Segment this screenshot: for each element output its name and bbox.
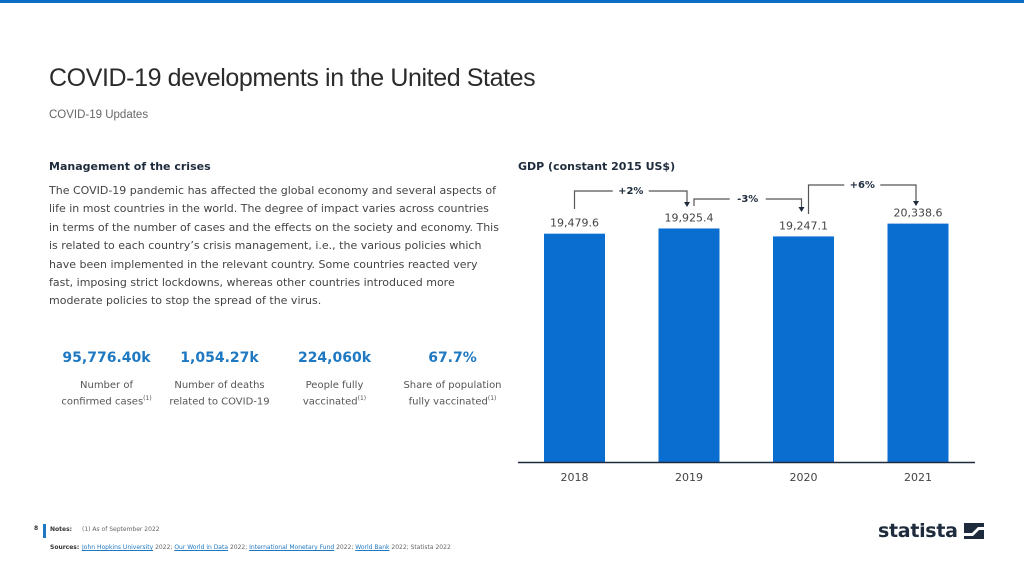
change-label-2019-2020: -3%: [737, 194, 758, 205]
arrow-down-icon: [684, 202, 690, 207]
footnote-marker: (1): [143, 395, 152, 402]
statista-logo: statista: [878, 520, 984, 542]
source-text: 2022; Statista 2022: [389, 544, 451, 551]
change-label-2018-2019: +2%: [618, 186, 643, 197]
kpi-label-line1: People fully: [305, 380, 364, 391]
kpi-share-vaccinated: 67.7% Share of population fully vaccinate…: [395, 350, 510, 408]
kpi-label-line1: Number of: [80, 380, 133, 391]
bar-2020: [773, 236, 834, 462]
kpi-label: Number of deaths related to COVID-19: [162, 379, 277, 408]
x-tick-2018: 2018: [561, 471, 589, 484]
change-label-bg: [612, 183, 649, 197]
source-text: 2022;: [334, 544, 356, 551]
change-label-2020-2021: +6%: [850, 180, 875, 191]
arrow-down-icon: [798, 207, 805, 212]
kpi-label-line2: confirmed cases: [61, 396, 144, 408]
kpi-value: 1,054.27k: [180, 350, 259, 366]
footnote-marker: (1): [357, 395, 367, 402]
sources-list: John Hopkins University 2022; Our World …: [82, 544, 451, 551]
body-paragraph: The COVID-19 pandemic has affected the g…: [49, 184, 499, 308]
data-label-2018: 19,479.6: [550, 217, 599, 230]
source-link[interactable]: Our World in Data: [174, 544, 229, 551]
bar-2018: [544, 233, 605, 462]
source-link[interactable]: World Bank: [355, 544, 390, 551]
data-label-2021: 20,338.6: [894, 207, 943, 220]
kpi-value: 224,060k: [297, 350, 372, 366]
section-title: Management of the crises: [49, 160, 211, 173]
top-accent-bar: [0, 0, 1024, 3]
kpi-value: 67.7%: [428, 350, 477, 366]
source-text: 2022;: [228, 544, 250, 551]
data-label-2019: 19,925.4: [665, 211, 714, 224]
x-tick-2020: 2020: [790, 471, 818, 484]
gdp-bar-chart: 19,479.6 2018 19,925.4 2019 19,247.1 2020 20,3…: [518, 177, 975, 484]
logo-text: statista: [878, 520, 958, 542]
chart-title: GDP (constant 2015 US$): [518, 160, 676, 173]
notes-text: (1) As of September 2022: [82, 526, 160, 533]
kpi-label-line2: related to COVID-19: [169, 396, 270, 408]
sources-label: Sources:: [50, 544, 80, 551]
kpi-label-line2: fully vaccinated: [408, 396, 488, 408]
kpi-label-line1: Share of population: [403, 380, 502, 391]
statista-logo-icon: [963, 523, 984, 539]
page-title: COVID-19 developments in the United Stat…: [49, 64, 536, 92]
source-link[interactable]: International Monetary Fund: [249, 544, 335, 551]
kpi-row: 95,776.40k Number of confirmed cases(1) 1…: [49, 350, 509, 420]
kpi-confirmed-cases: 95,776.40k Number of confirmed cases(1): [49, 350, 164, 408]
x-tick-2021: 2021: [904, 471, 932, 484]
footnote-marker: (1): [487, 395, 497, 402]
x-tick-2019: 2019: [675, 471, 703, 484]
kpi-label: Share of population fully vaccinated(1): [395, 379, 510, 408]
kpi-label: People fully vaccinated(1): [277, 379, 392, 408]
source-text: 2022;: [153, 544, 175, 551]
bar-2019: [658, 228, 720, 462]
arrow-down-icon: [913, 201, 919, 206]
notes-label: Notes:: [50, 526, 73, 533]
source-link[interactable]: John Hopkins University: [82, 544, 154, 551]
kpi-deaths: 1,054.27k Number of deaths related to COV…: [162, 350, 277, 408]
kpi-label-line2: vaccinated: [302, 396, 358, 408]
kpi-label-line1: Number of deaths: [174, 380, 265, 391]
kpi-people-vaccinated: 224,060k People fully vaccinated(1): [277, 350, 392, 408]
data-label-2020: 19,247.1: [779, 219, 828, 232]
kpi-label: Number of confirmed cases(1): [49, 379, 164, 408]
footer-accent-bar: [43, 524, 46, 538]
change-label-bg: [729, 191, 766, 205]
page-number: 8: [34, 525, 39, 532]
change-label-bg: [844, 177, 881, 191]
kpi-value: 95,776.40k: [62, 350, 151, 366]
page-subtitle: COVID-19 Updates: [49, 109, 149, 121]
bar-2021: [887, 223, 949, 462]
